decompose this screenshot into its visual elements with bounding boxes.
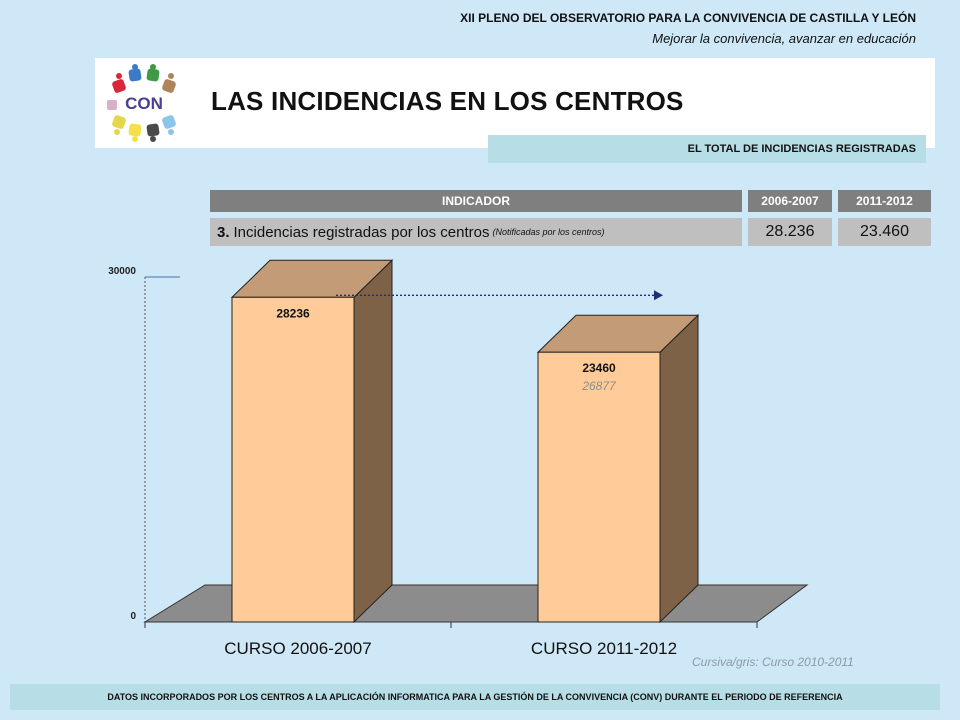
secondary-value-label: 26877 [581, 379, 617, 393]
indicator-number: 3. [217, 223, 230, 241]
bar-side [659, 314, 699, 624]
footnote: Cursiva/gris: Curso 2010-2011 [692, 655, 854, 669]
title-banner: CON LAS INCIDENCIAS EN LOS CENTROS [95, 58, 935, 148]
table-header-2011-2012: 2011-2012 [838, 190, 931, 212]
page-title: LAS INCIDENCIAS EN LOS CENTROS [211, 86, 684, 116]
value-2006-2007: 28.236 [748, 218, 832, 246]
value-2011-2012: 23.460 [838, 218, 931, 246]
x-category-label: CURSO 2011-2012 [531, 639, 677, 658]
bar [231, 296, 355, 623]
event-title: XII PLENO DEL OBSERVATORIO PARA LA CONVI… [460, 11, 916, 25]
bar-side [353, 259, 393, 624]
footer-note: DATOS INCORPORADOS POR LOS CENTROS A LA … [10, 684, 940, 710]
logo-text: CON [125, 94, 163, 113]
indicator-note: (Notificadas por los centros) [492, 227, 605, 237]
logo-figures [107, 64, 176, 142]
comparison-arrow-head [654, 290, 663, 301]
bar [537, 351, 661, 623]
table-header-indicator: INDICADOR [210, 190, 742, 212]
y-tick-label: 30000 [108, 266, 136, 277]
indicator-cell: 3. Incidencias registradas por los centr… [210, 218, 742, 246]
y-tick-label: 0 [130, 611, 136, 622]
section-tag: EL TOTAL DE INCIDENCIAS REGISTRADAS [488, 135, 926, 163]
bar-value-label: 28236 [276, 306, 310, 320]
table-header-2006-2007: 2006-2007 [748, 190, 832, 212]
indicator-label: Incidencias registradas por los centros [233, 223, 490, 241]
conv-logo: CON [107, 64, 176, 142]
x-category-label: CURSO 2006-2007 [224, 639, 371, 658]
bar-value-label: 23460 [582, 361, 616, 375]
event-subtitle: Mejorar la convivencia, avanzar en educa… [652, 31, 916, 46]
